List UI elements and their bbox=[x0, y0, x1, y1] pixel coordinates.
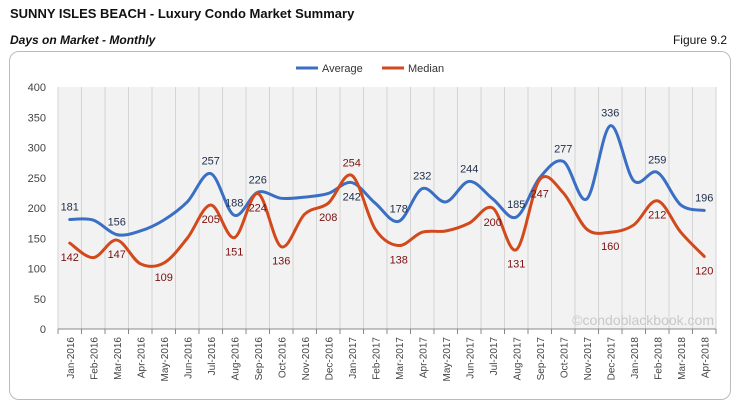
x-tick-label: Mar-2017 bbox=[395, 337, 406, 380]
data-label: 142 bbox=[61, 252, 79, 264]
data-label: 151 bbox=[225, 247, 243, 259]
data-label: 257 bbox=[202, 156, 220, 168]
x-tick-label: Apr-2018 bbox=[700, 337, 711, 379]
x-tick-label: Feb-2017 bbox=[371, 337, 382, 380]
chart-subtitle: Days on Market - Monthly bbox=[10, 33, 156, 47]
y-tick-label: 250 bbox=[28, 173, 46, 185]
data-label: 138 bbox=[390, 255, 408, 267]
x-tick-label: Jun-2017 bbox=[465, 337, 476, 379]
x-tick-label: Mar-2018 bbox=[677, 337, 688, 380]
x-tick-label: Oct-2017 bbox=[559, 337, 570, 379]
report-title: SUNNY ISLES BEACH - Luxury Condo Market … bbox=[10, 6, 355, 21]
watermark: ©condoblackbook.com bbox=[572, 312, 714, 328]
data-label: 244 bbox=[460, 163, 478, 175]
x-tick-label: Jan-2017 bbox=[348, 337, 359, 379]
x-tick-label: Dec-2017 bbox=[606, 337, 617, 381]
data-label: 200 bbox=[484, 217, 502, 229]
x-tick-label: Aug-2016 bbox=[230, 337, 241, 381]
data-label: 120 bbox=[695, 265, 713, 277]
x-tick-label: Nov-2016 bbox=[301, 337, 312, 381]
x-tick-label: Aug-2017 bbox=[512, 337, 523, 381]
x-tick-label: Jan-2016 bbox=[66, 337, 77, 379]
y-tick-label: 0 bbox=[40, 324, 46, 336]
y-tick-label: 50 bbox=[34, 294, 46, 306]
y-tick-label: 350 bbox=[28, 112, 46, 124]
data-label: 242 bbox=[343, 192, 361, 204]
data-label: 208 bbox=[319, 212, 337, 224]
y-tick-label: 200 bbox=[28, 203, 46, 215]
x-tick-label: Jun-2016 bbox=[183, 337, 194, 379]
data-label: 188 bbox=[225, 197, 243, 209]
x-tick-label: Feb-2016 bbox=[89, 337, 100, 380]
x-tick-label: Sep-2017 bbox=[536, 337, 547, 381]
x-tick-label: May-2017 bbox=[442, 337, 453, 382]
data-label: 147 bbox=[108, 249, 126, 261]
x-tick-label: Mar-2016 bbox=[113, 337, 124, 380]
data-label: 185 bbox=[507, 199, 525, 211]
data-label: 136 bbox=[272, 256, 290, 268]
x-tick-label: Jul-2017 bbox=[489, 337, 500, 376]
y-tick-label: 100 bbox=[28, 264, 46, 276]
data-label: 254 bbox=[343, 157, 361, 169]
data-label: 178 bbox=[390, 203, 408, 215]
data-label: 160 bbox=[601, 241, 619, 253]
x-tick-label: Nov-2017 bbox=[583, 337, 594, 381]
x-tick-label: Sep-2016 bbox=[254, 337, 265, 381]
x-tick-label: Apr-2017 bbox=[418, 337, 429, 379]
x-tick-label: Dec-2016 bbox=[324, 337, 335, 381]
chart-frame bbox=[9, 51, 731, 400]
series-line-average bbox=[68, 124, 706, 237]
x-tick-label: Feb-2018 bbox=[653, 337, 664, 380]
x-tick-label: Apr-2016 bbox=[136, 337, 147, 379]
data-label: 196 bbox=[695, 192, 713, 204]
data-label: 205 bbox=[202, 214, 220, 226]
x-tick-label: Oct-2016 bbox=[277, 337, 288, 379]
x-tick-label: May-2016 bbox=[160, 337, 171, 382]
data-label: 224 bbox=[249, 202, 267, 214]
data-label: 109 bbox=[155, 272, 173, 284]
x-tick-label: Jan-2018 bbox=[630, 337, 641, 379]
data-label: 232 bbox=[413, 171, 431, 183]
x-tick-label: Jul-2016 bbox=[207, 337, 218, 376]
data-label: 336 bbox=[601, 108, 619, 120]
legend-label: Average bbox=[322, 63, 363, 75]
data-label: 212 bbox=[648, 210, 666, 222]
data-label: 131 bbox=[507, 259, 525, 271]
legend-label: Median bbox=[408, 63, 444, 75]
series-line-median bbox=[68, 173, 706, 268]
y-tick-label: 300 bbox=[28, 143, 46, 155]
data-label: 181 bbox=[61, 201, 79, 213]
figure-number: Figure 9.2 bbox=[672, 33, 727, 47]
data-label: 226 bbox=[249, 174, 267, 186]
data-label: 259 bbox=[648, 154, 666, 166]
data-label: 247 bbox=[531, 189, 549, 201]
y-tick-label: 150 bbox=[28, 233, 46, 245]
data-label: 156 bbox=[108, 217, 126, 229]
data-label: 277 bbox=[554, 143, 572, 155]
y-tick-label: 400 bbox=[28, 82, 46, 94]
